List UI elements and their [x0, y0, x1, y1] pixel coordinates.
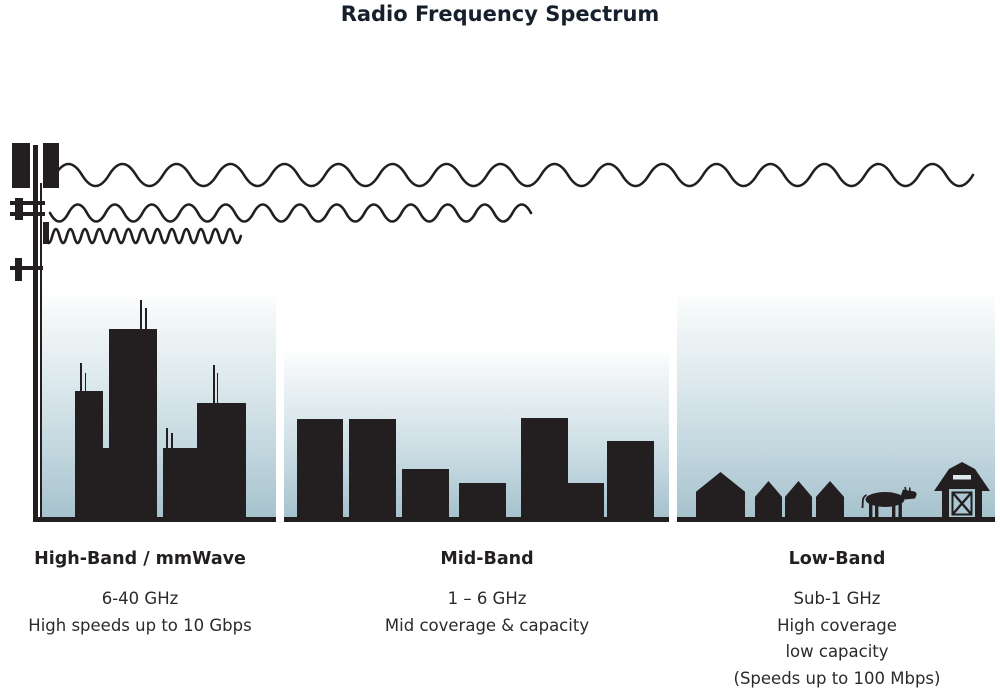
mid-building-4 — [459, 483, 506, 517]
antenna-mast — [140, 300, 142, 329]
antenna-mast — [80, 363, 82, 391]
skyscraper-podium — [103, 448, 111, 517]
low-band-capacity: low capacity — [785, 642, 889, 661]
low-band-coverage: High coverage — [777, 615, 897, 635]
mid-band-frequency: 1 – 6 GHz — [447, 589, 527, 608]
mid-band-description: Mid coverage & capacity — [384, 615, 590, 635]
low-band-speed: (Speeds up to 100 Mbps) — [733, 668, 941, 688]
tower-crossarm-2 — [10, 212, 45, 216]
low-band-ground — [677, 517, 995, 522]
low-band-sky — [677, 290, 995, 517]
mid-building-7 — [607, 441, 654, 517]
low-band-frequency: Sub-1 GHz — [793, 589, 881, 608]
mid-building-3 — [402, 469, 449, 517]
diagram-title: Radio Frequency Spectrum — [340, 2, 660, 26]
high-band-frequency: 6-40 GHz — [101, 589, 179, 608]
mid-building-1 — [297, 419, 343, 517]
tower-crossarm-3 — [10, 266, 43, 270]
antenna-mast — [216, 373, 219, 403]
low-frequency-wave — [53, 162, 975, 188]
skyscraper-3 — [163, 448, 197, 517]
radio-waves-icon — [43, 162, 975, 245]
antenna-mast — [84, 373, 87, 391]
antenna-mast — [213, 365, 215, 403]
antenna-mast — [145, 308, 147, 329]
high-band-description: High speeds up to 10 Gbps — [28, 615, 252, 635]
antenna-mast — [166, 428, 168, 448]
tower-dish-left-upper — [15, 198, 23, 220]
tower-pole — [33, 145, 38, 521]
low-band-label: Low-Band Sub-1 GHz High coverage low cap… — [705, 549, 969, 692]
skyscraper-1 — [75, 391, 103, 517]
low-band-heading: Low-Band — [788, 549, 886, 569]
barn-icon — [934, 462, 990, 518]
mid-building-2 — [349, 419, 396, 517]
skyscraper-4 — [197, 403, 246, 517]
cow-icon — [861, 486, 917, 517]
tower-dish-right — [43, 222, 49, 244]
mid-building-6 — [568, 483, 604, 517]
mid-frequency-wave — [48, 203, 533, 223]
high-frequency-wave — [43, 227, 243, 245]
tower-antenna-panel-right — [43, 143, 59, 188]
tower-crossarm-1 — [10, 201, 45, 205]
tower-antenna-panel-left — [12, 143, 30, 188]
tower-pole-inner — [40, 183, 42, 521]
mid-band-label: Mid-Band 1 – 6 GHz Mid coverage & capaci… — [355, 549, 619, 639]
mid-band-ground — [284, 517, 669, 522]
high-band-ground — [33, 517, 276, 522]
antenna-mast — [171, 433, 173, 448]
high-band-label: High-Band / mmWave 6-40 GHz High speeds … — [8, 549, 272, 639]
skyscraper-2 — [109, 329, 157, 517]
mid-band-heading: Mid-Band — [440, 549, 534, 569]
mid-building-5 — [521, 418, 568, 517]
high-band-heading: High-Band / mmWave — [34, 549, 246, 569]
